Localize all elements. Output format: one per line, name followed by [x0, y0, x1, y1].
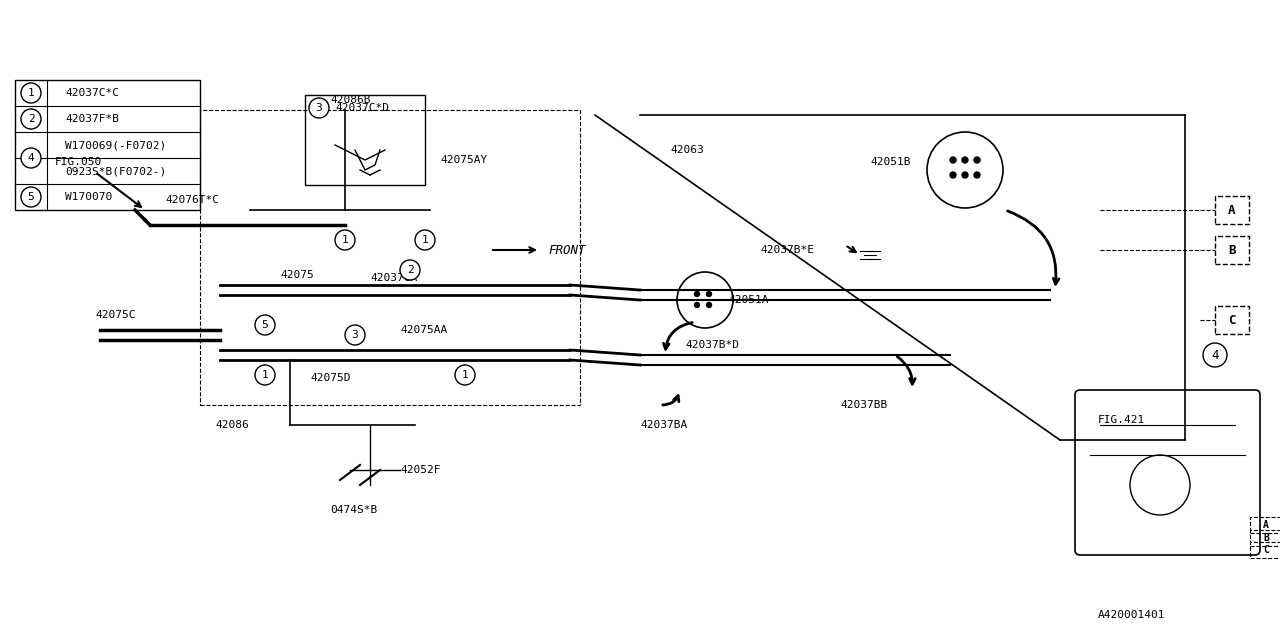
Bar: [15, 80, 200, 210]
Circle shape: [974, 172, 980, 178]
Bar: [200, 110, 580, 405]
Circle shape: [401, 260, 420, 280]
Circle shape: [963, 172, 968, 178]
Text: 42037C*D: 42037C*D: [335, 103, 389, 113]
Text: 42075D: 42075D: [310, 373, 351, 383]
Bar: [1215, 196, 1249, 224]
Text: 0474S*B: 0474S*B: [330, 505, 378, 515]
Circle shape: [308, 98, 329, 118]
Text: 1: 1: [261, 370, 269, 380]
Text: B: B: [1263, 533, 1268, 543]
Circle shape: [950, 172, 956, 178]
Text: FRONT: FRONT: [548, 243, 585, 257]
Bar: [1251, 542, 1280, 558]
Text: 42063: 42063: [669, 145, 704, 155]
Text: W170070: W170070: [65, 192, 113, 202]
Circle shape: [20, 109, 41, 129]
Text: 42037B*E: 42037B*E: [760, 245, 814, 255]
Text: 1: 1: [421, 235, 429, 245]
Text: 42086B: 42086B: [330, 95, 370, 105]
Text: 1: 1: [462, 370, 468, 380]
Text: 42051B: 42051B: [870, 157, 910, 167]
Circle shape: [974, 157, 980, 163]
Circle shape: [335, 230, 355, 250]
Circle shape: [20, 148, 41, 168]
Text: 42037C*C: 42037C*C: [65, 88, 119, 98]
Circle shape: [707, 291, 712, 296]
Bar: [1251, 530, 1280, 546]
Text: 42086: 42086: [215, 420, 248, 430]
Text: C: C: [1229, 314, 1235, 326]
Bar: [1215, 236, 1249, 264]
Text: FIG.421: FIG.421: [1098, 415, 1146, 425]
Text: 0923S*B(F0702-): 0923S*B(F0702-): [65, 166, 166, 176]
Text: 3: 3: [352, 330, 358, 340]
Text: 5: 5: [261, 320, 269, 330]
Text: 2: 2: [407, 265, 413, 275]
Text: 42052F: 42052F: [401, 465, 440, 475]
Bar: [1251, 517, 1280, 533]
Circle shape: [255, 365, 275, 385]
Text: 4: 4: [1211, 349, 1219, 362]
Circle shape: [695, 291, 699, 296]
Text: 42051A: 42051A: [728, 295, 768, 305]
Text: 42037F*B: 42037F*B: [65, 114, 119, 124]
Text: 1: 1: [28, 88, 35, 98]
Text: 42037CA: 42037CA: [370, 273, 417, 283]
Circle shape: [454, 365, 475, 385]
Circle shape: [1203, 343, 1228, 367]
Bar: [1215, 306, 1249, 334]
Circle shape: [950, 157, 956, 163]
Text: 42076T*C: 42076T*C: [165, 195, 219, 205]
Text: 1: 1: [342, 235, 348, 245]
Circle shape: [695, 303, 699, 307]
Text: C: C: [1263, 545, 1268, 555]
Text: 3: 3: [316, 103, 323, 113]
Text: W170069(-F0702): W170069(-F0702): [65, 140, 166, 150]
Text: A: A: [1263, 520, 1268, 530]
Text: 4: 4: [28, 153, 35, 163]
Circle shape: [707, 303, 712, 307]
Circle shape: [415, 230, 435, 250]
Text: 42075C: 42075C: [95, 310, 136, 320]
Text: 5: 5: [28, 192, 35, 202]
Circle shape: [255, 315, 275, 335]
Text: 42037BA: 42037BA: [640, 420, 687, 430]
Text: 42075AA: 42075AA: [401, 325, 447, 335]
Text: 42037B*D: 42037B*D: [685, 340, 739, 350]
Text: 42075AY: 42075AY: [440, 155, 488, 165]
Bar: [305, 95, 425, 185]
Text: A: A: [1229, 204, 1235, 216]
Text: 42037BB: 42037BB: [840, 400, 887, 410]
Text: 2: 2: [28, 114, 35, 124]
Circle shape: [346, 325, 365, 345]
Text: 42075: 42075: [280, 270, 314, 280]
Circle shape: [20, 83, 41, 103]
Text: A420001401: A420001401: [1097, 610, 1165, 620]
Circle shape: [963, 157, 968, 163]
Circle shape: [20, 187, 41, 207]
Text: FIG.050: FIG.050: [55, 157, 102, 167]
Text: B: B: [1229, 243, 1235, 257]
